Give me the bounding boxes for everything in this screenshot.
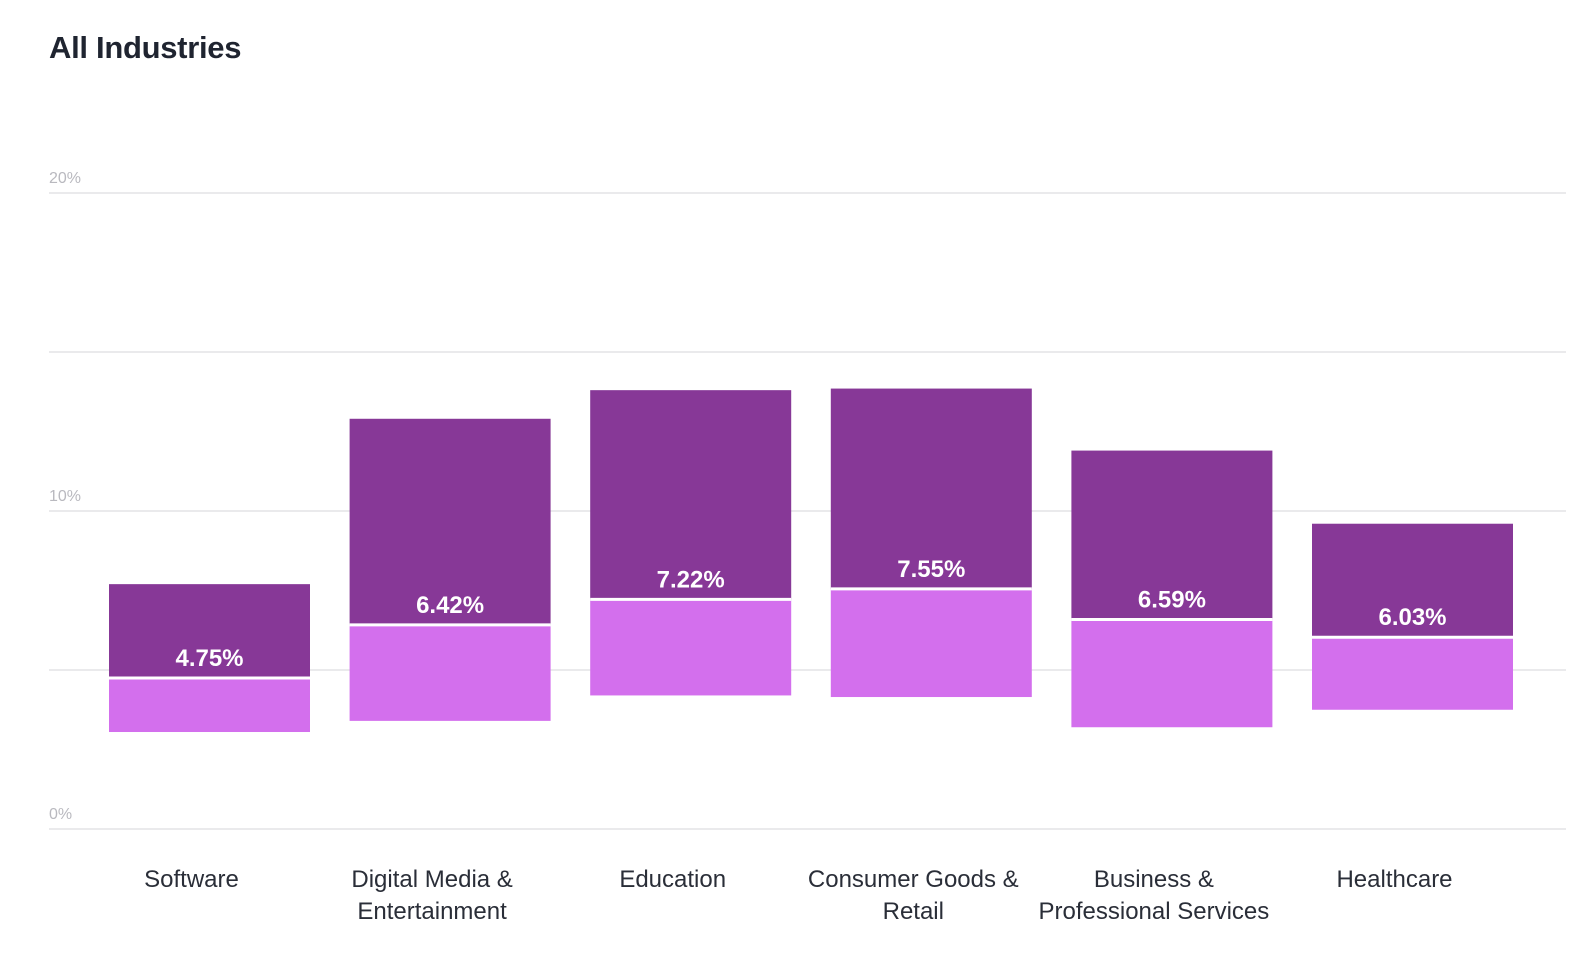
y-tick-label: 10%: [49, 488, 81, 505]
bar-value-label: 6.59%: [1138, 586, 1206, 613]
chart-title: All Industries: [49, 30, 242, 65]
bar-layer: [109, 388, 1513, 733]
x-category-label: Software: [144, 866, 239, 893]
bar-lower-segment: [349, 624, 551, 721]
bar-lower-segment: [109, 677, 310, 733]
x-category-label: Professional Services: [1039, 898, 1270, 925]
bar-lower-segment: [830, 588, 1032, 698]
x-category-label: Digital Media &: [351, 866, 512, 893]
bar-value-label: 6.42%: [416, 592, 484, 619]
x-category-label: Entertainment: [357, 898, 507, 925]
x-category-label: Business &: [1094, 866, 1214, 893]
bar-lower-segment: [1312, 637, 1513, 710]
bar-upper-segment: [1312, 523, 1513, 638]
x-category-label: Healthcare: [1336, 866, 1452, 893]
bar-value-label: 7.22%: [657, 566, 725, 593]
y-tick-label: 20%: [49, 170, 81, 187]
label-layer: 4.75% Software 6.42% Digital Media & Enterta…: [144, 556, 1452, 925]
bar-upper-segment: [590, 390, 792, 600]
bar-upper-segment: [830, 388, 1032, 589]
y-tick-label: 0%: [49, 806, 72, 823]
bar-lower-segment: [1071, 619, 1273, 728]
bar-upper-segment: [349, 418, 551, 625]
x-category-label: Retail: [883, 898, 944, 925]
x-category-label: Education: [619, 866, 726, 893]
bar-value-label: 7.55%: [897, 556, 965, 583]
bar-lower-segment: [590, 599, 792, 696]
bar-value-label: 6.03%: [1378, 604, 1446, 631]
bar-value-label: 4.75%: [175, 645, 243, 672]
bar-upper-segment: [1071, 450, 1273, 620]
x-category-label: Consumer Goods &: [808, 866, 1019, 893]
bar-upper-segment: [109, 584, 310, 678]
